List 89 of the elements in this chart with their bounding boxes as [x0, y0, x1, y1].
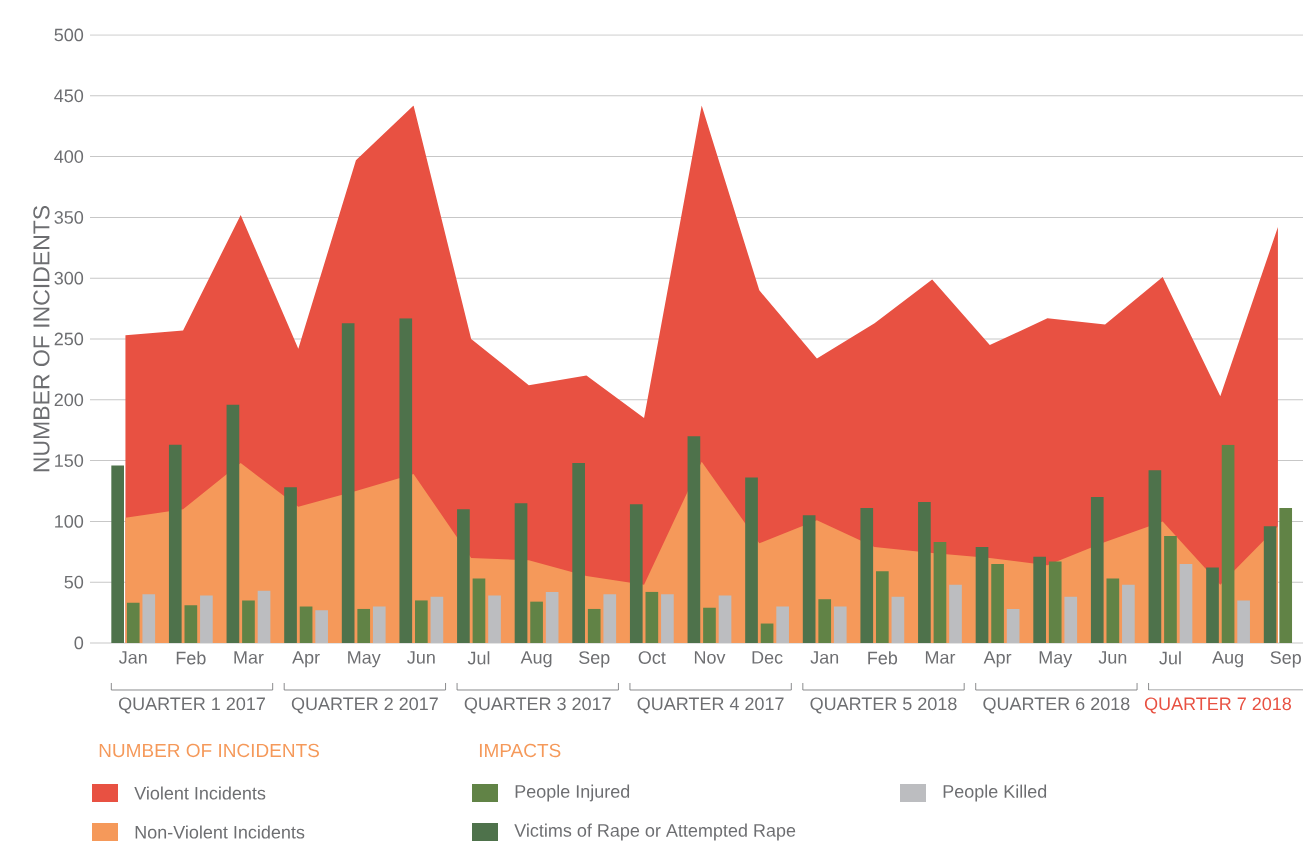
- bar: [242, 600, 255, 643]
- bar: [975, 546, 989, 643]
- bar: [226, 404, 240, 643]
- y-tick-label: 500: [54, 28, 84, 42]
- bar: [530, 601, 543, 643]
- bar: [745, 477, 758, 643]
- legend-label: Non-Violent Incidents: [135, 825, 305, 839]
- y-tick-label: 150: [55, 454, 84, 467]
- bar: [1206, 567, 1219, 643]
- bar: [472, 578, 486, 643]
- x-tick-label: Jan: [118, 651, 147, 664]
- text: QUARTER 1 2017: [118, 697, 265, 714]
- bar: [111, 465, 124, 643]
- bar: [1148, 470, 1162, 643]
- bar: [1033, 556, 1046, 643]
- y-tick-label: 400: [54, 150, 84, 163]
- x-tick-label: Jan: [810, 651, 839, 664]
- y-tick-label: 200: [54, 393, 84, 407]
- y-tick-label: 50: [64, 575, 84, 589]
- text: QUARTER 5 2018: [810, 697, 957, 714]
- bar: [645, 591, 659, 643]
- bar: [168, 444, 182, 643]
- x-tick-label: Dec: [752, 651, 783, 664]
- bar: [184, 605, 198, 643]
- bar: [918, 501, 931, 643]
- legend-label: People Killed: [943, 784, 1047, 802]
- bar: [1090, 497, 1104, 643]
- x-tick-label: Nov: [694, 651, 726, 664]
- x-tick-label: Mar: [925, 651, 956, 664]
- x-tick-label: Feb: [176, 651, 206, 665]
- bar: [1106, 578, 1120, 643]
- legend-label: Violent Incidents: [134, 786, 266, 800]
- text: QUARTER 2 2017: [291, 697, 438, 714]
- bar: [802, 515, 816, 643]
- x-tick-label: Jun: [1098, 651, 1127, 664]
- x-tick-label: Apr: [983, 651, 1012, 668]
- bar: [357, 608, 371, 643]
- x-tick-label: Sep: [579, 651, 610, 668]
- y-tick-label: 250: [54, 332, 84, 346]
- text: QUARTER 6 2018: [983, 697, 1130, 714]
- bar: [457, 509, 470, 643]
- text: NUMBER OF INCIDENTS: [99, 743, 319, 758]
- x-tick-label: May: [1039, 651, 1073, 668]
- bar: [126, 602, 140, 643]
- text: QUARTER 4 2017: [637, 697, 784, 714]
- bar: [991, 563, 1004, 643]
- bar: [760, 623, 774, 643]
- bar: [860, 508, 874, 643]
- y-tick-label: 100: [55, 515, 84, 528]
- y-tick-label: 450: [54, 89, 84, 103]
- bar: [1263, 526, 1277, 643]
- x-tick-label: Sep: [1270, 651, 1301, 668]
- x-tick-label: Aug: [520, 651, 552, 668]
- y-tick-label: 0: [74, 636, 84, 650]
- y-tick-label: 350: [54, 211, 84, 224]
- bar: [875, 571, 889, 643]
- y-axis-title: NUMBER OF INCIDENTS: [33, 205, 50, 472]
- bar: [284, 487, 297, 643]
- bar: [299, 606, 313, 643]
- bar: [1279, 508, 1293, 643]
- bar: [933, 542, 947, 643]
- x-tick-label: Mar: [234, 651, 264, 664]
- x-tick-label: Aug: [1212, 651, 1243, 668]
- y-tick-label: 300: [54, 271, 84, 285]
- bar: [587, 608, 601, 643]
- x-tick-label: Jul: [467, 651, 490, 665]
- x-tick-label: Apr: [292, 651, 320, 668]
- x-tick-label: Feb: [868, 651, 898, 665]
- bar: [687, 436, 701, 643]
- legend-label: Victims of Rape or Attempted Rape: [514, 823, 796, 841]
- bar: [572, 463, 585, 643]
- bar: [629, 504, 643, 643]
- bar: [703, 607, 716, 643]
- bar: [399, 318, 413, 643]
- bar: [341, 323, 355, 643]
- x-tick-label: Jul: [1159, 651, 1181, 665]
- bar: [514, 503, 528, 643]
- bar: [818, 599, 832, 643]
- text: QUARTER 7 2018: [1144, 697, 1292, 714]
- text: QUARTER 3 2017: [464, 697, 611, 714]
- legend-label: People Injured: [515, 784, 630, 802]
- bar: [415, 600, 428, 643]
- text: IMPACTS: [479, 743, 561, 758]
- bar: [1221, 444, 1235, 643]
- bar: [1048, 561, 1062, 643]
- x-tick-label: Jun: [407, 651, 435, 664]
- x-tick-label: Oct: [638, 651, 666, 664]
- x-tick-label: May: [348, 651, 381, 668]
- bar: [1164, 535, 1177, 643]
